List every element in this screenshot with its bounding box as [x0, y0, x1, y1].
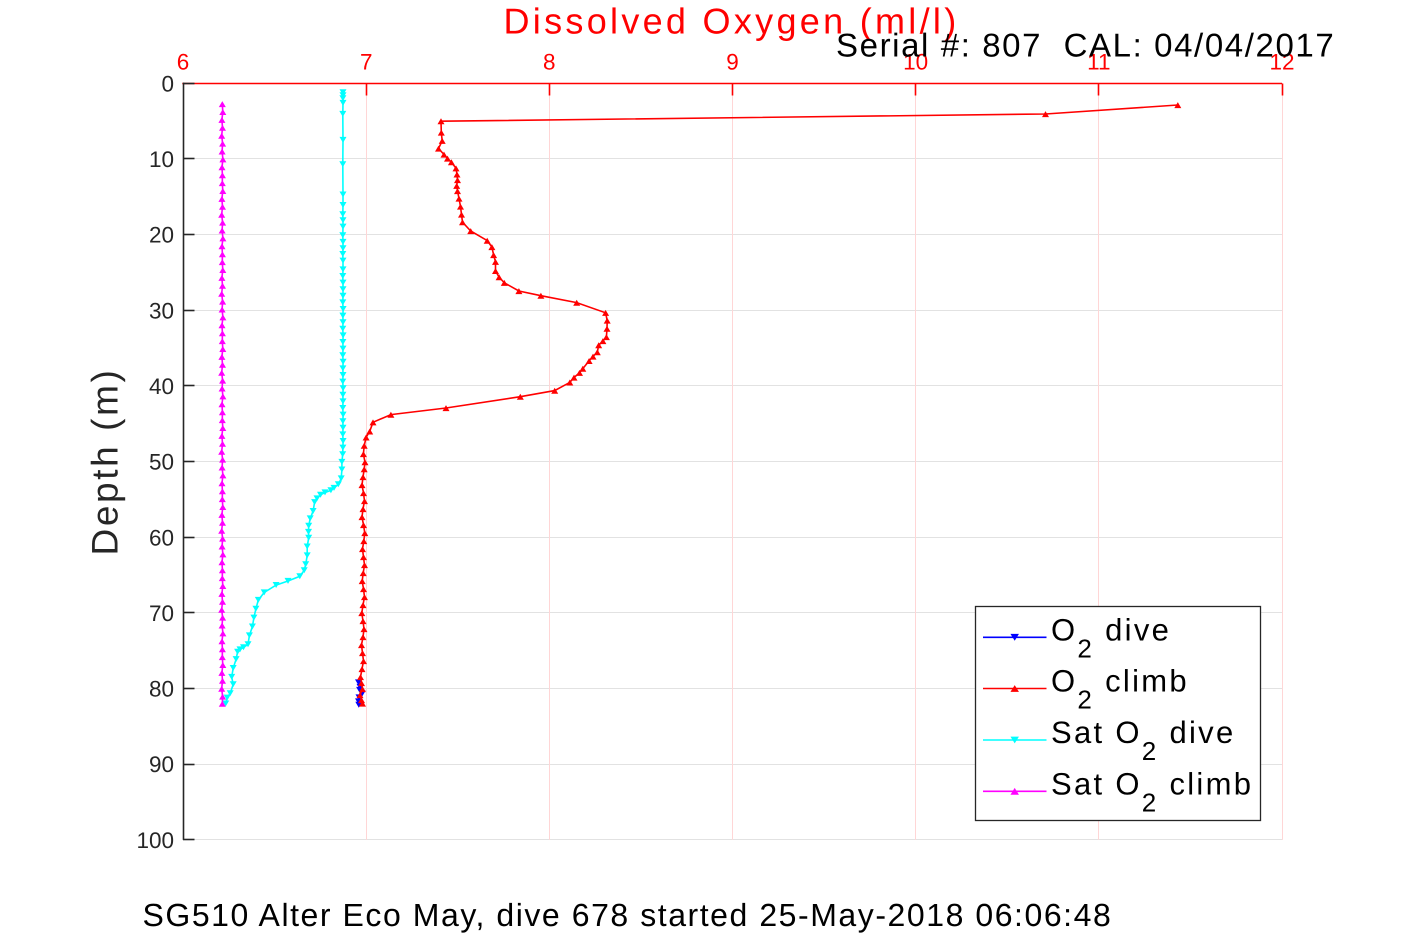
svg-text:60: 60	[149, 525, 174, 550]
svg-text:40: 40	[149, 374, 174, 399]
svg-text:70: 70	[149, 601, 174, 626]
svg-text:Serial #: 807 CAL: 04/04/2017: Serial #: 807 CAL: 04/04/2017	[836, 27, 1335, 64]
svg-text:50: 50	[149, 450, 174, 475]
svg-text:9: 9	[726, 50, 739, 75]
svg-text:11: 11	[1087, 50, 1110, 75]
svg-text:100: 100	[136, 828, 174, 853]
svg-text:12: 12	[1269, 50, 1294, 75]
svg-text:7: 7	[360, 50, 373, 75]
svg-text:Dissolved Oxygen (ml/l): Dissolved Oxygen (ml/l)	[504, 1, 960, 42]
svg-text:Depth (m): Depth (m)	[85, 368, 126, 556]
svg-text:30: 30	[149, 298, 174, 323]
svg-text:0: 0	[161, 71, 174, 96]
svg-text:80: 80	[149, 677, 174, 702]
svg-text:6: 6	[177, 50, 190, 75]
svg-text:10: 10	[149, 147, 174, 172]
svg-text:8: 8	[543, 50, 556, 75]
svg-text:SG510 Alter Eco May, dive 678: SG510 Alter Eco May, dive 678 started 25…	[143, 897, 1113, 933]
svg-text:20: 20	[149, 223, 174, 248]
svg-text:90: 90	[149, 752, 174, 777]
svg-text:10: 10	[903, 50, 928, 75]
